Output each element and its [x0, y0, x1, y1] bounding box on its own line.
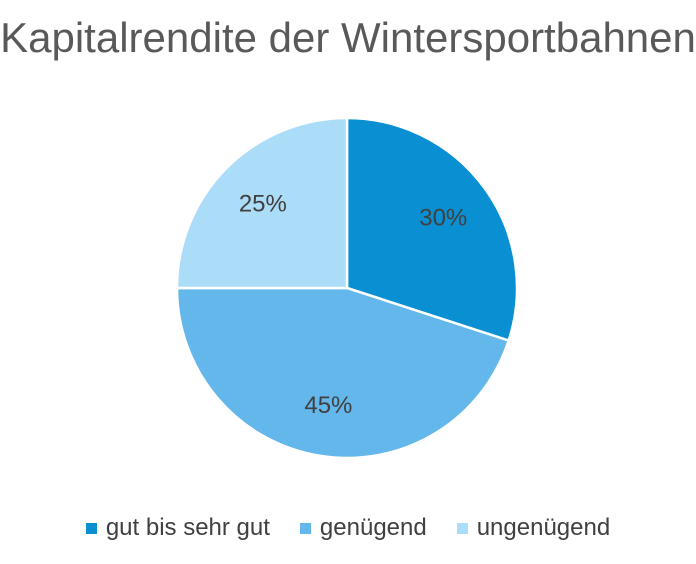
data-label-genuegend: 45% — [304, 392, 352, 419]
legend-swatch — [85, 522, 97, 534]
legend-label: ungenügend — [476, 514, 611, 541]
legend-item-gut-bis-sehr-gut: gut bis sehr gut — [85, 514, 270, 542]
pie-slice-genuegend — [175, 286, 510, 460]
data-label-gut-bis-sehr-gut: 30% — [419, 205, 467, 232]
pie-slice-gut-bis-sehr-gut — [345, 116, 519, 342]
legend-swatch — [456, 522, 468, 534]
pie-slice-ungenuegend — [175, 116, 349, 290]
legend-item-genuegend: genügend — [299, 514, 427, 542]
legend-label: genügend — [319, 514, 427, 541]
legend-label: gut bis sehr gut — [105, 514, 270, 541]
legend-swatch — [299, 522, 311, 534]
legend-item-ungenuegend: ungenügend — [456, 514, 611, 542]
chart-title: Kapitalrendite der Wintersportbahnen — [0, 14, 696, 61]
data-label-ungenuegend: 25% — [239, 190, 287, 217]
legend: gut bis sehr gut genügend ungenügend — [0, 514, 696, 542]
